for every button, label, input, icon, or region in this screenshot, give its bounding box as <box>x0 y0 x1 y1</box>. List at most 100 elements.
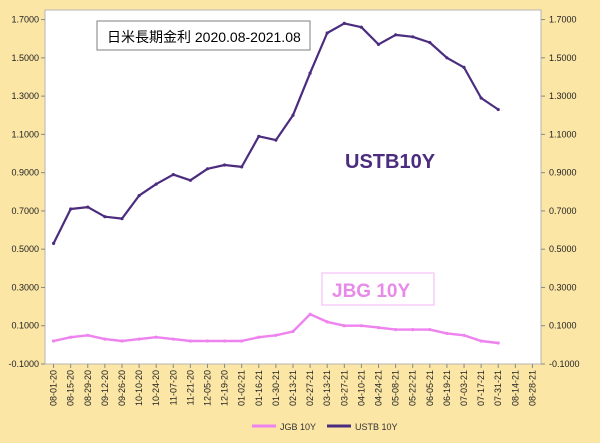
data-point-jgb <box>240 339 244 343</box>
data-point-jgb <box>376 326 381 330</box>
y2-tick-label: 0.5000 <box>549 244 577 254</box>
axes: 1.7000 1.7000 1.5000 1.5000 1.3000 1.3000 1.10… <box>8 15 579 406</box>
y2-tick-label: 0.7000 <box>549 206 577 216</box>
data-point-jgb <box>291 329 295 334</box>
data-point-ustb <box>394 33 398 37</box>
data-point-jgb <box>103 337 107 341</box>
y2-tick-label: 1.7000 <box>549 15 577 25</box>
x-tick-label: 02-13-21 <box>288 370 298 406</box>
data-point-jgb <box>205 339 210 343</box>
title-box <box>96 20 311 51</box>
y-tick-label: 1.7000 <box>11 15 39 25</box>
data-point-ustb <box>188 178 192 182</box>
data-point-jgb <box>69 335 73 339</box>
x-tick-label: 07-03-21 <box>459 370 469 406</box>
data-point-ustb <box>325 31 329 35</box>
data-point-ustb <box>308 71 312 75</box>
x-tick-label: 10-10-20 <box>134 370 144 406</box>
legend-label-ustb: USTB 10Y <box>355 422 398 432</box>
y2-tick-label: 0.3000 <box>549 282 577 292</box>
data-point-jgb <box>462 333 466 337</box>
x-tick-label: 08-15-20 <box>66 370 76 406</box>
data-point-ustb <box>445 56 449 60</box>
data-point-jgb <box>137 337 141 341</box>
y-tick-label: 1.5000 <box>11 53 39 63</box>
x-tick-label: 10-24-20 <box>151 370 161 406</box>
jgb-annotation: JBG 10Y <box>332 281 410 302</box>
data-point-ustb <box>257 134 261 138</box>
data-point-jgb <box>188 339 192 343</box>
data-point-jgb <box>325 320 329 324</box>
data-point-jgb <box>411 328 415 332</box>
x-tick-label: 06-19-21 <box>442 370 452 406</box>
x-tick-label: 09-12-20 <box>100 370 110 406</box>
x-tick-label: 08-29-20 <box>83 370 93 406</box>
data-point-jgb <box>154 335 158 339</box>
data-point-jgb <box>308 312 312 316</box>
x-tick-label: 04-24-21 <box>374 370 384 406</box>
data-point-jgb <box>479 339 483 343</box>
x-tick-label: 07-31-21 <box>493 370 503 406</box>
y2-tick-label: 0.1000 <box>549 321 577 331</box>
y2-tick-label: 1.5000 <box>549 53 577 63</box>
x-tick-label: 01-16-21 <box>254 370 264 406</box>
legend: JGB 10Y USTB 10Y <box>252 422 398 432</box>
data-point-jgb <box>428 328 432 332</box>
data-point-ustb <box>120 217 124 221</box>
y2-tick-label: 1.3000 <box>549 91 577 101</box>
series-layer <box>52 21 500 345</box>
data-point-jgb <box>257 335 261 339</box>
data-point-ustb <box>376 42 381 47</box>
data-point-ustb <box>86 205 90 209</box>
x-tick-label: 05-22-21 <box>408 370 418 406</box>
data-point-jgb <box>86 333 90 337</box>
data-point-ustb <box>291 113 295 117</box>
x-tick-label: 07-17-21 <box>476 370 486 406</box>
x-tick-label: 12-19-20 <box>220 370 230 406</box>
jgb-annotation-box <box>321 272 435 306</box>
y-tick-label: 0.9000 <box>11 168 39 178</box>
legend-label-jgb: JGB 10Y <box>280 422 316 432</box>
data-point-jgb <box>274 333 278 337</box>
data-point-jgb <box>359 324 363 328</box>
y-tick-label: 1.3000 <box>11 91 39 101</box>
data-point-jgb <box>496 341 500 345</box>
data-point-ustb <box>479 96 483 100</box>
y2-tick-label: 1.1000 <box>549 129 577 139</box>
data-point-jgb <box>171 337 175 341</box>
data-point-jgb <box>342 324 346 328</box>
x-tick-label: 06-05-21 <box>425 370 435 406</box>
x-tick-label: 03-27-21 <box>339 370 349 406</box>
data-point-ustb <box>240 165 244 169</box>
data-point-ustb <box>223 163 227 167</box>
data-point-ustb <box>52 241 56 245</box>
x-tick-label: 03-13-21 <box>322 370 332 406</box>
y-tick-label: 0.1000 <box>11 321 39 331</box>
x-tick-label: 08-14-21 <box>510 370 520 406</box>
x-tick-label: 05-08-21 <box>391 370 401 406</box>
y-tick-label: 0.7000 <box>11 206 39 216</box>
x-tick-label: 11-07-20 <box>168 370 178 405</box>
data-point-ustb <box>274 138 278 142</box>
x-tick-label: 08-28-21 <box>527 370 537 406</box>
data-point-jgb <box>223 339 227 343</box>
x-tick-label: 01-02-21 <box>237 370 247 406</box>
ustb-annotation: USTB10Y <box>345 151 436 173</box>
y-tick-label: -0.1000 <box>8 359 39 369</box>
data-point-ustb <box>171 173 175 177</box>
data-point-jgb <box>445 331 449 335</box>
data-point-ustb <box>103 215 107 219</box>
x-tick-label: 12-05-20 <box>202 370 212 406</box>
plot-area <box>44 9 542 365</box>
y-tick-label: 0.3000 <box>11 282 39 292</box>
x-tick-label: 04-10-21 <box>356 370 366 406</box>
data-point-ustb <box>496 107 500 112</box>
data-point-ustb <box>411 35 415 39</box>
data-point-ustb <box>205 167 210 171</box>
data-point-ustb <box>137 194 141 198</box>
data-point-jgb <box>52 339 56 343</box>
y-tick-label: 0.5000 <box>11 244 39 254</box>
data-point-ustb <box>359 25 363 29</box>
data-point-ustb <box>69 207 73 211</box>
